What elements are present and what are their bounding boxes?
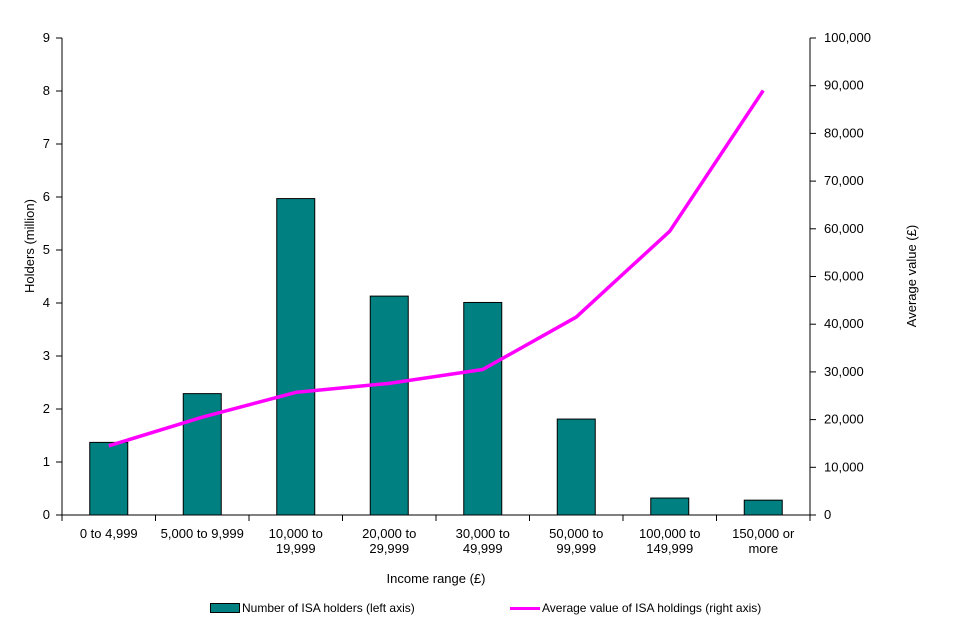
x-tick-label-line: 29,999 (369, 541, 409, 556)
y-left-tick-label: 2 (43, 401, 50, 416)
x-tick-label: 0 to 4,999 (80, 526, 138, 541)
y-right-tick-label: 100,000 (824, 30, 871, 45)
axes-group: 0 1 2 3 4 5 6 7 8 9 0 10,000 20,000 30,000 40,000 50,00… (43, 30, 871, 556)
y-right-tick-label: 90,000 (824, 78, 864, 93)
y-left-tick-label: 4 (43, 295, 50, 310)
x-tick-label-line: 99,999 (556, 541, 596, 556)
y-right-tick-label: 70,000 (824, 173, 864, 188)
y-left-tick-label: 6 (43, 189, 50, 204)
bar (743, 499, 783, 516)
x-tick-label-line: more (748, 541, 778, 556)
y-axis-right-title: Average value (£) (904, 225, 919, 327)
x-tick-label-line: 100,000 to (639, 526, 700, 541)
x-tick-label: 150,000 or more (732, 526, 795, 556)
x-tick-label: 30,000 to 49,999 (456, 526, 510, 556)
y-axis-left-title: Holders (million) (22, 199, 37, 293)
x-tick-label-line: 149,999 (646, 541, 693, 556)
y-right-tick-label: 10,000 (824, 459, 864, 474)
bar (369, 295, 409, 516)
x-tick-label-line: 150,000 or (732, 526, 795, 541)
x-tick-label-line: 0 to 4,999 (80, 526, 138, 541)
legend-item-bars: Number of ISA holders (left axis) (210, 601, 415, 615)
y-left-tick-label: 5 (43, 242, 50, 257)
line-group (108, 89, 765, 448)
legend-label-line: Average value of ISA holdings (right axi… (542, 601, 762, 615)
x-tick-label: 100,000 to 149,999 (639, 526, 700, 556)
y-left-tick-label: 7 (43, 136, 50, 151)
y-right-tick-label: 60,000 (824, 221, 864, 236)
x-tick-label-line: 19,999 (276, 541, 316, 556)
legend-swatch-bars (210, 603, 240, 613)
x-tick-label-line: 10,000 to (269, 526, 323, 541)
legend-swatch-line (510, 606, 540, 610)
bars-group (89, 198, 783, 516)
line-series (108, 89, 765, 448)
bar (276, 198, 316, 516)
bar (463, 301, 503, 516)
y-left-tick-label: 1 (43, 454, 50, 469)
y-left-tick-label: 0 (43, 507, 50, 522)
x-tick-label: 5,000 to 9,999 (161, 526, 244, 541)
x-tick-label-line: 30,000 to (456, 526, 510, 541)
x-tick-label-line: 5,000 to 9,999 (161, 526, 244, 541)
y-right-tick-label: 0 (824, 507, 831, 522)
x-tick-label: 10,000 to 19,999 (269, 526, 323, 556)
legend-label-bars: Number of ISA holders (left axis) (242, 601, 415, 615)
x-tick-label-line: 50,000 to (549, 526, 603, 541)
x-tick-label-line: 49,999 (463, 541, 503, 556)
y-left-tick-label: 8 (43, 83, 50, 98)
bar (182, 393, 222, 516)
y-right-tick-label: 40,000 (824, 316, 864, 331)
y-right-tick-label: 20,000 (824, 412, 864, 427)
legend: Number of ISA holders (left axis) Averag… (0, 601, 960, 621)
bar (650, 497, 690, 516)
x-tick-label: 50,000 to 99,999 (549, 526, 603, 556)
bar (556, 418, 596, 516)
y-left-tick-label: 3 (43, 348, 50, 363)
y-left-tick-label: 9 (43, 30, 50, 45)
y-right-tick-label: 50,000 (824, 269, 864, 284)
y-right-tick-label: 30,000 (824, 364, 864, 379)
x-axis-title: Income range (£) (387, 571, 486, 586)
x-tick-label-line: 20,000 to (362, 526, 416, 541)
y-right-tick-label: 80,000 (824, 125, 864, 140)
bar (89, 441, 129, 516)
legend-item-line: Average value of ISA holdings (right axi… (510, 601, 761, 615)
x-tick-label: 20,000 to 29,999 (362, 526, 416, 556)
